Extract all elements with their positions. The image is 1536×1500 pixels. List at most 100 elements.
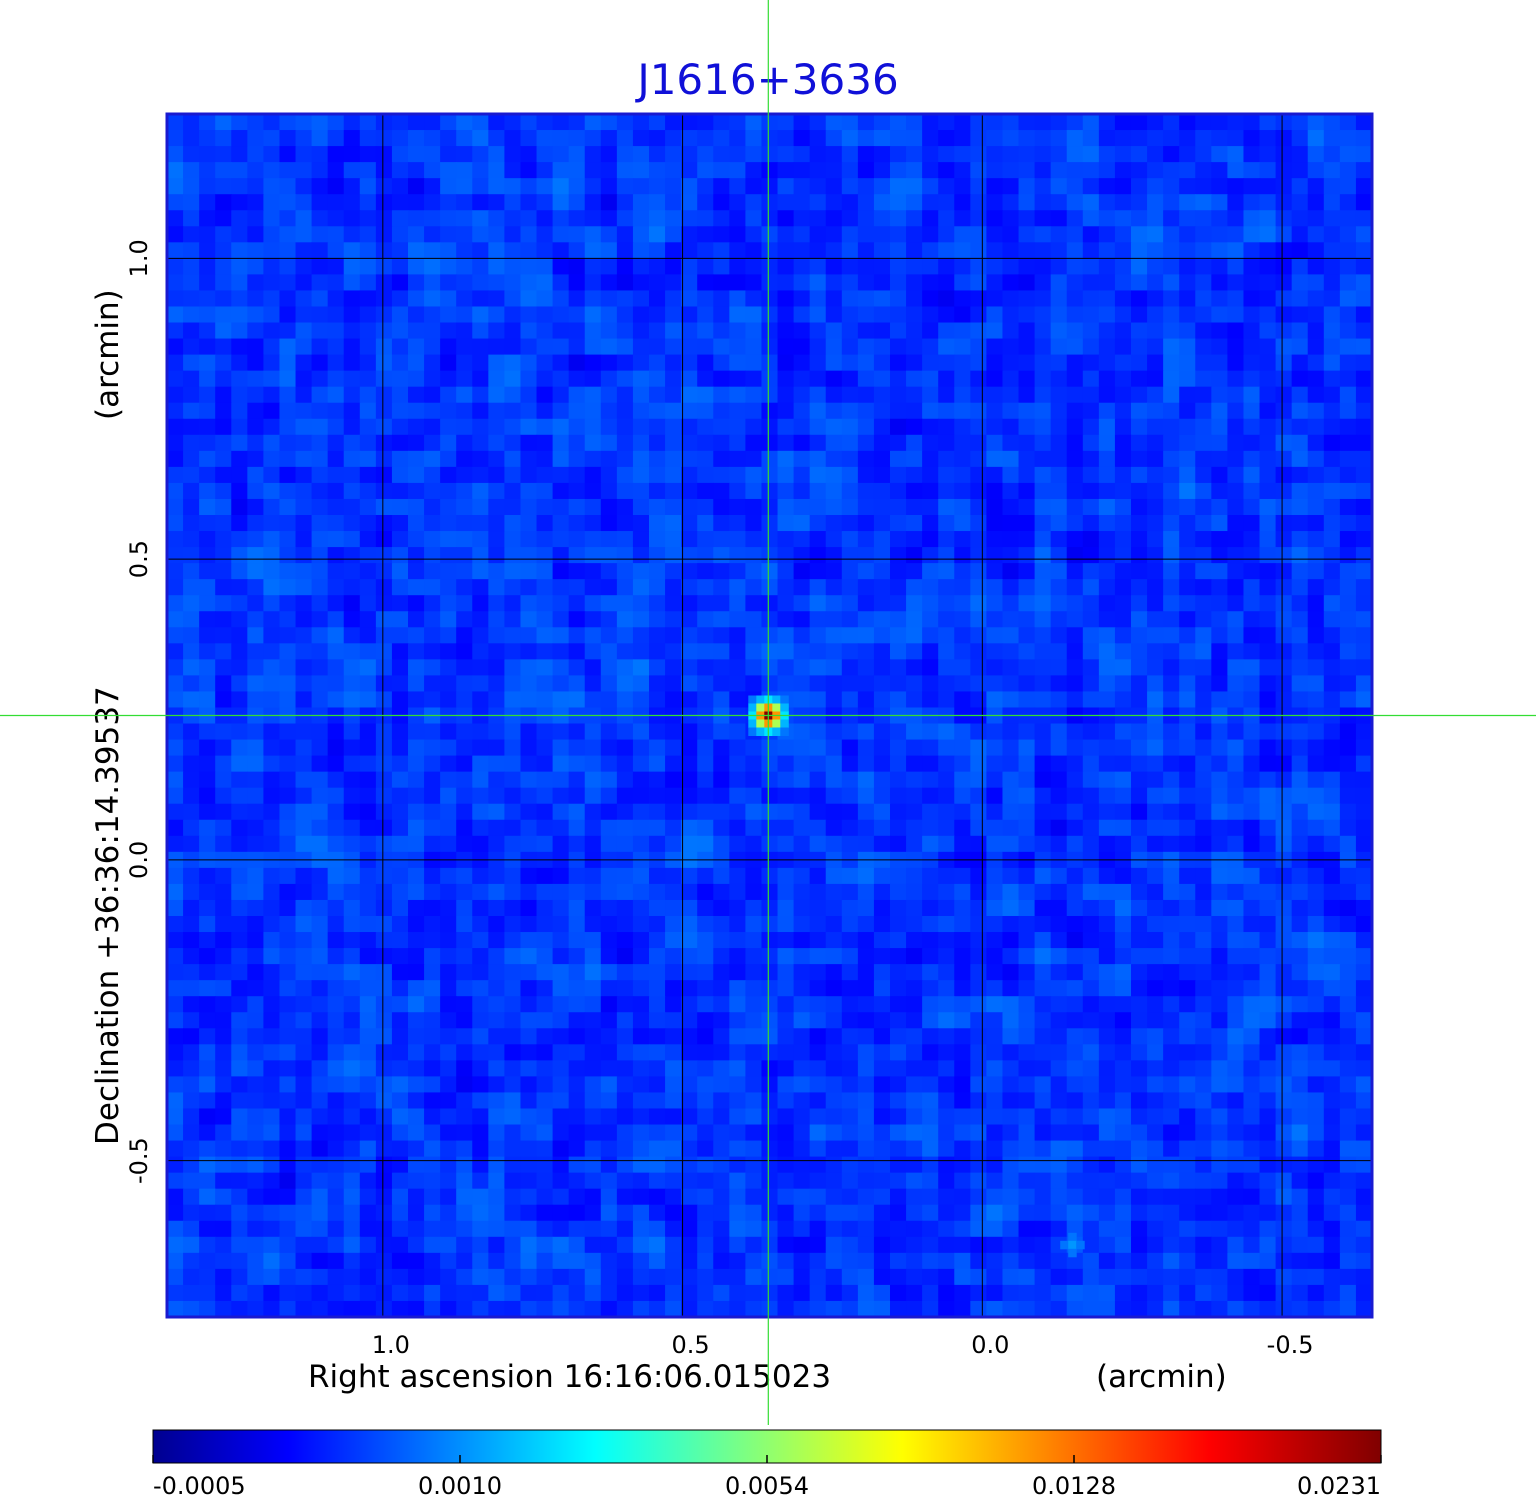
image-pixel <box>1098 948 1116 965</box>
image-pixel <box>327 386 345 404</box>
image-pixel <box>1339 819 1357 837</box>
image-pixel <box>183 803 200 821</box>
image-pixel <box>600 595 618 612</box>
image-pixel <box>954 386 971 404</box>
image-pixel <box>536 306 554 324</box>
image-pixel <box>729 835 746 853</box>
image-pixel <box>825 226 843 243</box>
image-pixel <box>681 1140 698 1158</box>
image-pixel <box>408 595 425 612</box>
image-pixel <box>777 595 795 612</box>
image-pixel <box>472 948 489 965</box>
image-pixel <box>729 1108 746 1126</box>
image-pixel <box>954 498 971 516</box>
image-pixel <box>825 835 843 853</box>
image-pixel <box>375 258 393 275</box>
image-pixel <box>183 242 200 259</box>
image-pixel <box>391 948 409 965</box>
image-pixel <box>279 1012 297 1029</box>
image-pixel <box>167 258 184 275</box>
image-pixel <box>906 787 923 805</box>
image-pixel <box>986 547 1004 564</box>
image-pixel <box>600 643 618 660</box>
image-pixel <box>1259 354 1277 372</box>
image-pixel <box>1034 1156 1052 1174</box>
image-pixel <box>1307 402 1325 420</box>
image-pixel <box>1179 547 1196 564</box>
image-pixel <box>713 515 730 532</box>
image-pixel <box>873 1172 891 1190</box>
image-pixel <box>1355 338 1373 356</box>
image-pixel <box>1131 643 1148 660</box>
image-pixel <box>408 899 425 917</box>
image-pixel <box>1114 531 1132 548</box>
image-pixel <box>986 450 1004 468</box>
image-pixel <box>729 932 746 949</box>
image-pixel <box>1066 755 1084 773</box>
image-pixel <box>359 1076 377 1094</box>
image-pixel <box>343 386 361 404</box>
image-pixel <box>825 531 843 548</box>
image-pixel <box>697 178 714 195</box>
image-pixel <box>359 370 377 388</box>
image-pixel <box>440 482 457 500</box>
image-pixel <box>665 1124 682 1142</box>
image-pixel <box>681 627 698 644</box>
image-pixel <box>857 402 875 420</box>
image-pixel <box>327 835 345 853</box>
image-pixel <box>632 466 650 484</box>
image-pixel <box>1114 595 1132 612</box>
image-pixel <box>649 867 666 885</box>
image-pixel <box>1195 771 1212 789</box>
image-pixel <box>391 899 409 917</box>
image-pixel <box>263 611 281 628</box>
image-pixel <box>841 916 859 933</box>
image-pixel <box>1050 627 1068 644</box>
image-pixel <box>183 418 200 436</box>
image-pixel <box>1259 964 1277 981</box>
image-pixel <box>536 242 554 259</box>
image-pixel <box>167 1060 184 1077</box>
image-pixel <box>713 114 730 131</box>
image-pixel <box>1195 114 1212 131</box>
image-pixel <box>873 627 891 644</box>
image-pixel <box>600 194 618 211</box>
image-pixel <box>1323 964 1341 981</box>
image-pixel <box>1098 1028 1116 1045</box>
image-pixel <box>488 916 505 933</box>
image-pixel <box>729 1076 746 1094</box>
image-pixel <box>809 1108 827 1126</box>
image-pixel <box>841 386 859 404</box>
image-pixel <box>520 948 538 965</box>
image-pixel <box>986 964 1004 981</box>
image-pixel <box>1131 322 1148 340</box>
image-pixel <box>697 322 714 340</box>
image-pixel <box>632 579 650 596</box>
image-pixel <box>649 402 666 420</box>
image-pixel <box>440 867 457 885</box>
image-pixel <box>408 739 425 757</box>
image-pixel <box>857 1140 875 1158</box>
image-pixel <box>568 883 586 901</box>
image-pixel <box>1195 835 1212 853</box>
image-pixel <box>568 338 586 356</box>
image-pixel <box>1163 948 1180 965</box>
image-pixel <box>857 434 875 452</box>
image-pixel <box>777 402 795 420</box>
image-pixel <box>1339 1156 1357 1174</box>
image-pixel <box>391 643 409 660</box>
image-pixel <box>922 306 939 324</box>
image-pixel <box>1114 146 1132 163</box>
image-pixel <box>279 322 297 340</box>
image-pixel <box>263 1012 281 1029</box>
image-pixel <box>1227 1124 1245 1142</box>
image-pixel <box>520 1060 538 1077</box>
image-pixel <box>697 1076 714 1094</box>
image-pixel <box>745 338 763 356</box>
image-pixel <box>584 450 602 468</box>
image-pixel <box>456 547 473 564</box>
image-pixel <box>568 162 586 179</box>
image-pixel <box>1243 627 1261 644</box>
image-pixel <box>1259 595 1277 612</box>
image-pixel <box>1098 274 1116 292</box>
